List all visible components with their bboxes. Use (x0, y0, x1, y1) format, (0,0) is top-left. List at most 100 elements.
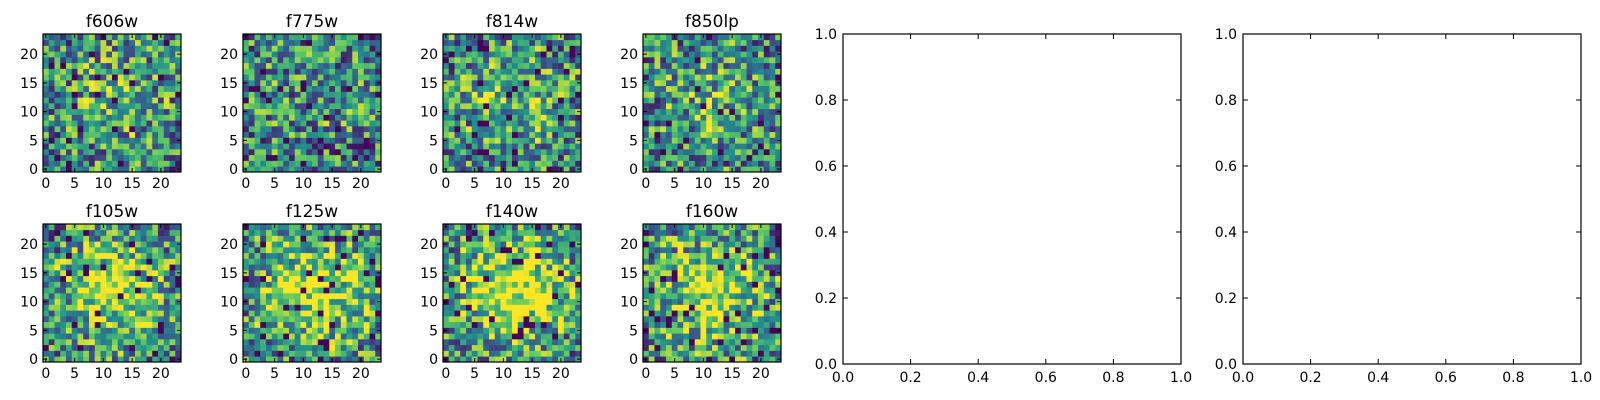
heatmap-cell (689, 97, 696, 104)
heatmap-cell (48, 224, 55, 231)
heatmap-cell (94, 281, 101, 288)
heatmap-cell (54, 298, 61, 305)
heatmap-cell (448, 356, 455, 363)
heatmap-cell (460, 62, 467, 69)
heatmap-cell (712, 321, 719, 328)
heatmap-cell (735, 74, 742, 81)
heatmap-cell (712, 264, 719, 271)
heatmap-cell (477, 80, 484, 87)
heatmap-cell (575, 120, 582, 127)
heatmap-cell (683, 310, 690, 317)
heatmap-cell (112, 149, 119, 156)
heatmap-cell (746, 258, 753, 265)
heatmap-cell (48, 304, 55, 311)
heatmap-cell (740, 149, 747, 156)
heatmap-cell (466, 39, 473, 46)
heatmap-cell (60, 68, 67, 75)
heatmap-cell (346, 235, 353, 242)
heatmap-cell (758, 91, 765, 98)
heatmap-cell (546, 252, 553, 259)
heatmap-cell (289, 131, 296, 138)
heatmap-cell (706, 126, 713, 133)
heatmap-cell (140, 131, 147, 138)
heatmap-cell (358, 241, 365, 248)
heatmap-cell (758, 97, 765, 104)
heatmap-cell (71, 270, 78, 277)
heatmap-cell (169, 103, 176, 110)
heatmap-cell (775, 114, 782, 121)
heatmap-cell (563, 120, 570, 127)
heatmap-cell (175, 120, 182, 127)
heatmap-cell (77, 126, 84, 133)
heatmap-cell (169, 108, 176, 115)
heatmap-cell (471, 258, 478, 265)
heatmap-cell (506, 74, 513, 81)
heatmap-cell (260, 310, 267, 317)
heatmap-cell (300, 350, 307, 357)
heatmap-cell (248, 350, 255, 357)
heatmap-cell (66, 57, 73, 64)
heatmap-cell (660, 270, 667, 277)
heatmap-cell (477, 62, 484, 69)
heatmap-cell (43, 68, 50, 75)
heatmap-cell (769, 275, 776, 282)
heatmap-cell (483, 126, 490, 133)
heatmap-cell (648, 51, 655, 58)
heatmap-cell (689, 103, 696, 110)
heatmap-cell (671, 114, 678, 121)
heatmap-cell (694, 281, 701, 288)
heatmap-cell (477, 45, 484, 52)
heatmap-cell (317, 304, 324, 311)
heatmap-cell (677, 103, 684, 110)
heatmap-cell (66, 356, 73, 363)
heatmap-cell (529, 247, 536, 254)
heatmap-cell (723, 149, 730, 156)
heatmap-cell (66, 344, 73, 351)
heatmap-cell (323, 247, 330, 254)
heatmap-cell (146, 310, 153, 317)
heatmap-cell (477, 85, 484, 92)
heatmap-cell (648, 235, 655, 242)
heatmap-cell (500, 252, 507, 259)
heatmap-cell (112, 235, 119, 242)
heatmap-cell (294, 247, 301, 254)
heatmap-cell (552, 270, 559, 277)
heatmap-cell (569, 97, 576, 104)
heatmap-cell (729, 281, 736, 288)
heatmap-cell (317, 224, 324, 231)
heatmap-cell (523, 270, 530, 277)
panel-title: f775w (286, 12, 338, 32)
heatmap-cell (471, 344, 478, 351)
heatmap-cell (712, 166, 719, 173)
heatmap-cell (129, 258, 136, 265)
heatmap-cell (558, 114, 565, 121)
heatmap-cell (254, 91, 261, 98)
heatmap-cell (500, 327, 507, 334)
heatmap-cell (666, 321, 673, 328)
heatmap-cell (163, 321, 170, 328)
heatmap-cell (89, 62, 96, 69)
heatmap-cell (248, 333, 255, 340)
heatmap-cell (752, 85, 759, 92)
heatmap-cell (260, 281, 267, 288)
heatmap-cell (546, 304, 553, 311)
heatmap-cell (77, 68, 84, 75)
heatmap-cell (277, 344, 284, 351)
heatmap-cell (575, 74, 582, 81)
heatmap-cell (460, 229, 467, 236)
heatmap-cell (260, 114, 267, 121)
heatmap-cell (117, 103, 124, 110)
heatmap-cell (312, 287, 319, 294)
heatmap-cell (260, 247, 267, 254)
heatmap-cell (506, 114, 513, 121)
heatmap-cell (163, 160, 170, 167)
heatmap-cell (523, 235, 530, 242)
heatmap-cell (243, 120, 250, 127)
heatmap-cell (529, 281, 536, 288)
heatmap-cell (677, 339, 684, 346)
heatmap-cell (340, 270, 347, 277)
heatmap-cell (43, 316, 50, 323)
heatmap-cell (540, 51, 547, 58)
heatmap-cell (677, 74, 684, 81)
heatmap-cell (660, 74, 667, 81)
